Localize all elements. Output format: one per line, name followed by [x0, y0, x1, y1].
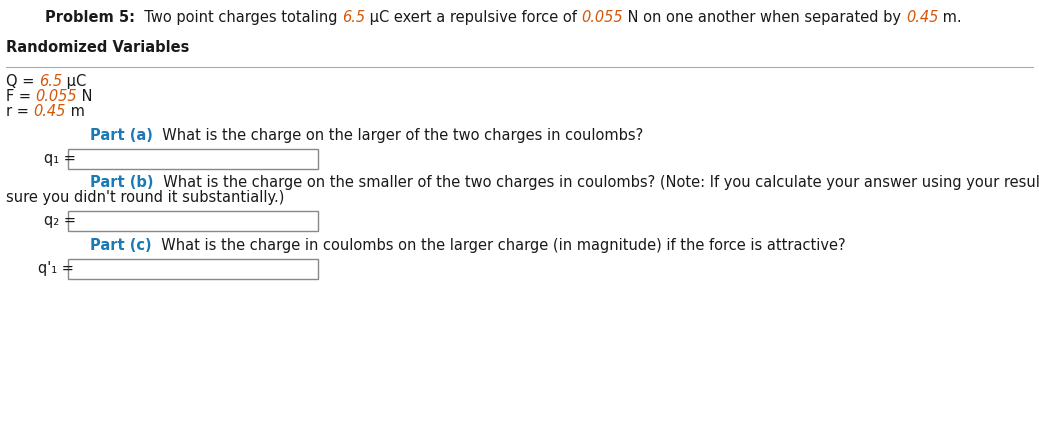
Text: Randomized Variables: Randomized Variables [6, 40, 189, 55]
Text: q'₁ =: q'₁ = [38, 261, 74, 275]
Text: 0.45: 0.45 [906, 10, 938, 25]
Text: Problem 5:: Problem 5: [45, 10, 135, 25]
Text: Two point charges totaling: Two point charges totaling [135, 10, 342, 25]
Bar [68, 259, 318, 280]
Text: 0.055: 0.055 [582, 10, 623, 25]
Text: What is the charge on the smaller of the two charges in coulombs? (Note: If you : What is the charge on the smaller of the… [154, 175, 1039, 190]
Text: q₂ =: q₂ = [44, 212, 76, 227]
Bar [68, 212, 318, 231]
Text: Q =: Q = [6, 74, 39, 89]
Text: F =: F = [6, 89, 35, 104]
Text: μC exert a repulsive force of: μC exert a repulsive force of [366, 10, 582, 25]
Text: What is the charge on the larger of the two charges in coulombs?: What is the charge on the larger of the … [153, 128, 643, 143]
Text: q₁ =: q₁ = [44, 150, 76, 166]
Text: sure you didn't round it substantially.): sure you didn't round it substantially.) [6, 190, 285, 205]
Text: 0.055: 0.055 [35, 89, 77, 104]
Text: r =: r = [6, 104, 33, 119]
Text: m: m [65, 104, 85, 119]
Text: Part (a): Part (a) [90, 128, 153, 143]
Text: What is the charge in coulombs on the larger charge (in magnitude) if the force : What is the charge in coulombs on the la… [152, 237, 846, 252]
Text: m.: m. [938, 10, 962, 25]
Text: μC: μC [62, 74, 86, 89]
Text: Part (c): Part (c) [90, 237, 152, 252]
Text: N on one another when separated by: N on one another when separated by [623, 10, 906, 25]
Bar [68, 150, 318, 169]
Text: 6.5: 6.5 [342, 10, 366, 25]
Text: 6.5: 6.5 [39, 74, 62, 89]
Text: N: N [77, 89, 92, 104]
Text: 0.45: 0.45 [33, 104, 65, 119]
Text: Part (b): Part (b) [90, 175, 154, 190]
